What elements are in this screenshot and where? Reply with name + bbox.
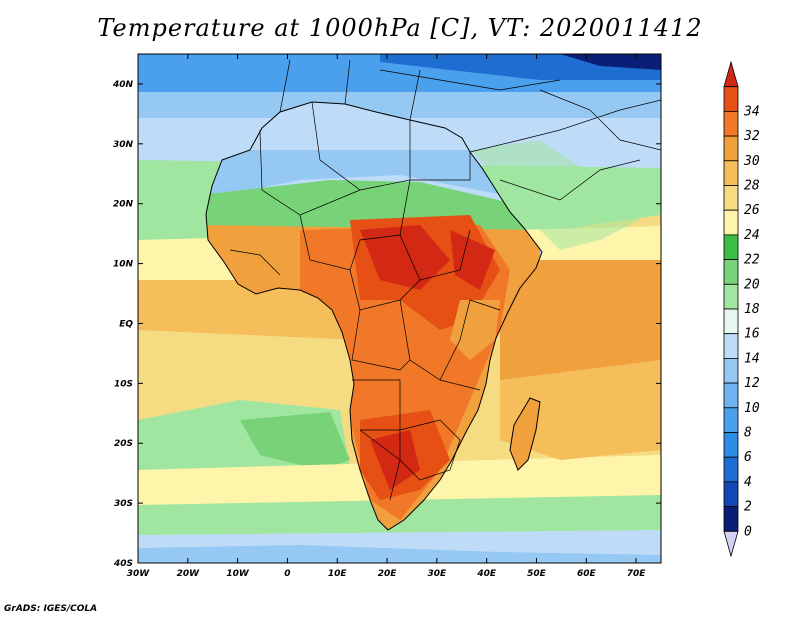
lat-tick-label: 20N [113,200,134,210]
longitude-axis: 30W 20W 10W 0 10E 20E 30E 40E 50E 60E 70E [127,54,647,579]
colorbar-level-label: 14 [744,351,760,366]
lat-tick-label: 20S [114,439,133,449]
colorbar-level-label: 2 [744,500,752,515]
lon-tick-label: 10E [328,569,348,579]
colorbar-level-label: 34 [743,104,760,119]
colorbar-box [723,259,739,285]
lon-tick-label: 0 [284,569,290,579]
colorbar-box [723,382,739,409]
lon-tick-label: 40E [476,569,497,579]
colorbar-underflow-triangle [723,530,739,558]
colorbar-box [723,407,739,433]
colorbar-level-label: 26 [744,203,760,218]
latitude-axis: 40N 30N 20N 10N EQ 10S 20S 30S 40S [112,80,661,569]
lat-tick-label: 30N [113,140,134,150]
colorbar-level-label: 0 [744,524,752,539]
indian-ocean-warm [500,360,661,460]
colorbar-level-label: 8 [744,426,752,441]
colorbar-box [723,86,739,112]
colorbar-box [723,185,739,211]
colorbar-level-label: 4 [744,475,752,490]
lon-tick-label: 70E [627,569,647,579]
lon-tick-label: 20W [177,569,201,579]
colorbar-box [723,432,739,458]
lon-tick-label: 20E [378,569,398,579]
lat-tick-label: 10N [113,260,134,270]
colorbar-level-label: 6 [744,450,752,465]
lat-tick-label: 40N [112,80,134,90]
colorbar-box [723,283,739,310]
map-fields [138,54,661,563]
colorbar-level-label: 28 [744,179,760,194]
colorbar-box [723,333,739,359]
south-atlantic-warm [138,330,360,410]
colorbar-level-label: 24 [744,228,760,243]
colorbar-box [723,456,739,483]
colorbar-level-label: 22 [744,253,760,268]
colorbar-box [723,234,739,260]
colorbar-level-label: 20 [744,277,760,292]
south-band-blue [138,545,661,563]
colorbar-level-label: 32 [743,129,760,144]
colorbar-level-label: 16 [744,327,760,342]
colorbar-level-label: 10 [744,401,760,416]
colorbar-level-label: 18 [744,302,760,317]
madagascar [509,397,541,471]
lat-tick-label: EQ [119,319,133,329]
lat-tick-label: 30S [114,499,133,509]
colorbar-box [723,357,739,384]
colorbar-box [723,135,739,162]
lon-tick-label: 30E [428,569,448,579]
lat-tick-label: 40S [113,559,133,569]
chart-title: Temperature at 1000hPa [C], VT: 20200114… [97,14,703,42]
lon-tick-label: 10W [226,569,250,579]
colorbar-box [723,111,739,137]
map-frame [137,53,662,564]
colorbar-box [723,481,739,507]
lon-tick-label: 50E [527,569,547,579]
colorbar-box [723,209,739,236]
lat-tick-label: 10S [114,379,133,389]
colorbar-level-label: 30 [743,154,760,169]
grads-credit: GrADS: IGES/COLA [4,604,98,614]
lon-tick-label: 30W [127,569,151,579]
africa-coastline [205,101,543,531]
benguela-cool [240,412,350,470]
lon-tick-label: 60E [577,569,597,579]
colorbar-box [723,506,739,532]
colorbar-box [723,160,739,186]
colorbar-box [723,308,739,335]
colorbar-level-label: 12 [744,376,760,391]
colorbar-overflow-triangle [723,60,739,88]
arabia-land [470,140,640,250]
country-borders [229,59,661,501]
